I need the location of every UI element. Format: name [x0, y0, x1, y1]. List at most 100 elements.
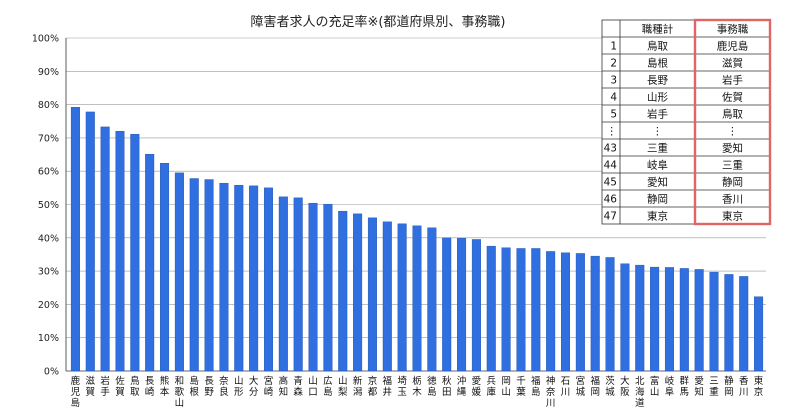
y-tick-label: 70% — [38, 133, 59, 144]
table-cell: 4 — [610, 92, 617, 104]
x-tick-label: 富山 — [650, 375, 660, 398]
bar — [204, 179, 214, 372]
bar — [754, 296, 764, 372]
x-tick-label: 和歌山 — [175, 376, 185, 409]
x-tick-label: 岩手 — [100, 375, 110, 398]
y-tick-label: 20% — [38, 300, 59, 311]
y-tick-label: 80% — [38, 100, 59, 111]
x-tick-label: 秋田 — [442, 375, 452, 398]
x-tick-label: 愛知 — [694, 375, 704, 398]
x-tick-label: 佐賀 — [115, 375, 125, 398]
bar — [145, 154, 155, 372]
x-tick-label: 長野 — [204, 376, 214, 398]
x-tick-label: 大阪 — [620, 375, 630, 398]
y-tick-label: 0% — [44, 367, 59, 378]
bar — [234, 184, 244, 372]
table-cell: 東京 — [647, 210, 668, 223]
table-cell: 47 — [604, 211, 617, 223]
bar — [70, 107, 80, 372]
bar — [694, 269, 704, 372]
table-cell: 静岡 — [722, 176, 743, 189]
bar — [427, 227, 437, 372]
x-tick-label: 長崎 — [145, 376, 155, 398]
bar — [531, 248, 541, 372]
bar — [575, 253, 585, 372]
x-tick-label: 高知 — [279, 375, 289, 398]
bar — [457, 237, 467, 372]
bar — [442, 237, 452, 372]
y-tick-label: 90% — [38, 67, 59, 78]
bar — [308, 202, 318, 372]
x-tick-label: 石川 — [561, 376, 571, 398]
bar — [338, 210, 348, 372]
bar — [516, 248, 526, 372]
x-tick-label: 岡山 — [501, 376, 511, 398]
bar — [367, 217, 377, 372]
x-tick-label: 熊本 — [160, 375, 170, 398]
y-tick-label: 60% — [38, 167, 59, 178]
table-cell: 岩手 — [722, 74, 743, 87]
x-tick-label: 福島 — [531, 375, 541, 398]
bar — [501, 247, 511, 372]
x-axis-labels: 鹿児島滋賀岩手佐賀鳥取長崎熊本和歌山島根長野奈良山形大分宮崎高知青森山口広島山梨… — [71, 375, 764, 409]
table-cell: 滋賀 — [722, 57, 743, 70]
y-tick-label: 50% — [38, 200, 59, 211]
x-tick-label: 栃木 — [412, 375, 422, 398]
x-tick-label: 京都 — [368, 375, 378, 398]
x-tick-label: 大分 — [249, 375, 259, 398]
table-cell: 2 — [610, 58, 617, 70]
table-cell: 鳥取 — [722, 108, 743, 121]
x-tick-label: 山口 — [308, 376, 318, 398]
table-cell: 愛知 — [722, 142, 743, 155]
x-tick-label: 岐阜 — [665, 375, 675, 398]
x-tick-label: 宮城 — [576, 375, 586, 398]
x-tick-label: 広島 — [323, 375, 333, 398]
bar — [739, 276, 749, 372]
bar — [278, 196, 288, 372]
bar — [412, 225, 422, 372]
table-cell: 長野 — [647, 75, 668, 87]
x-tick-label: 滋賀 — [86, 375, 96, 398]
bar — [189, 178, 199, 372]
table-cell: 東京 — [722, 210, 743, 223]
x-tick-label: 島根 — [189, 375, 199, 398]
x-tick-label: 福岡 — [590, 375, 600, 398]
bar — [353, 213, 363, 372]
bar — [635, 264, 645, 372]
x-tick-label: 東京 — [754, 375, 764, 398]
x-tick-label: 千葉 — [516, 376, 526, 398]
table-cell: 山形 — [647, 92, 668, 104]
table-cell: 43 — [604, 143, 617, 155]
table-cell: 三重 — [722, 159, 743, 172]
table-cell: 静岡 — [647, 193, 668, 206]
ranking-table: 職種計 事務職1 鳥取 鹿児島2 島根 滋賀3 長野 岩手4 山形 佐賀5 岩手 鳥取⋮ ⋮ ⋮43 三重愛… — [601, 18, 772, 226]
x-tick-label: 徳島 — [427, 375, 437, 398]
table-cell: ⋮ — [652, 126, 663, 138]
table-cell: 香川 — [722, 194, 743, 206]
bar — [590, 255, 600, 372]
bar — [546, 251, 556, 372]
bar — [174, 172, 184, 372]
x-tick-label: 愛媛 — [472, 375, 482, 398]
x-tick-label: 兵庫 — [487, 375, 497, 398]
table-cell: 5 — [610, 109, 617, 121]
x-tick-label: 鳥取 — [130, 375, 140, 398]
bar — [382, 221, 392, 372]
table-cell: 愛知 — [647, 176, 668, 189]
bar — [293, 197, 303, 372]
x-tick-label: 茨城 — [605, 375, 615, 398]
y-axis-ticks: 0% 10% 20% 30% 40% 50% 60% 70% 80% 90% 100% — [32, 34, 59, 378]
bar — [219, 182, 229, 372]
table-cell: 3 — [610, 75, 617, 87]
table-cell: 岩手 — [647, 108, 668, 121]
bars — [70, 107, 764, 372]
bar — [100, 126, 110, 372]
table-cell: 45 — [604, 177, 617, 189]
bar — [263, 187, 273, 372]
bar — [650, 266, 660, 372]
y-tick-label: 100% — [32, 34, 59, 45]
x-tick-label: 北海道 — [635, 376, 645, 409]
x-tick-label: 新潟 — [353, 375, 363, 398]
bar — [620, 263, 630, 372]
